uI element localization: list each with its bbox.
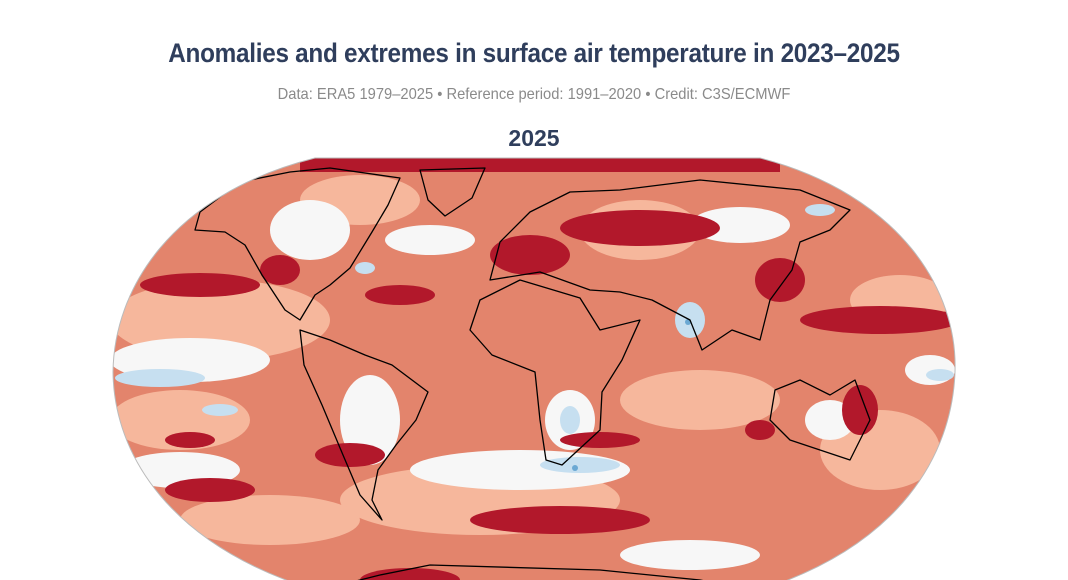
panel-year-label: 2025 (508, 125, 560, 151)
chart-title: Anomalies and extremes in surface air te… (168, 38, 900, 68)
map-outline (112, 157, 956, 580)
anomaly-field (113, 158, 956, 580)
neutral-regions (113, 200, 955, 570)
coastline-africa (469, 279, 641, 466)
coastline-antarctica (319, 564, 751, 580)
chart-subtitle: Data: ERA5 1979–2025 • Reference period:… (277, 86, 791, 103)
coastline-south-america (299, 329, 429, 521)
extreme-warm-regions (140, 158, 956, 580)
coastline-greenland (419, 167, 486, 217)
coastline-north-america (194, 167, 401, 321)
coastlines (194, 167, 871, 580)
coastline-eurasia (489, 179, 851, 351)
coastline-australia (769, 379, 871, 461)
